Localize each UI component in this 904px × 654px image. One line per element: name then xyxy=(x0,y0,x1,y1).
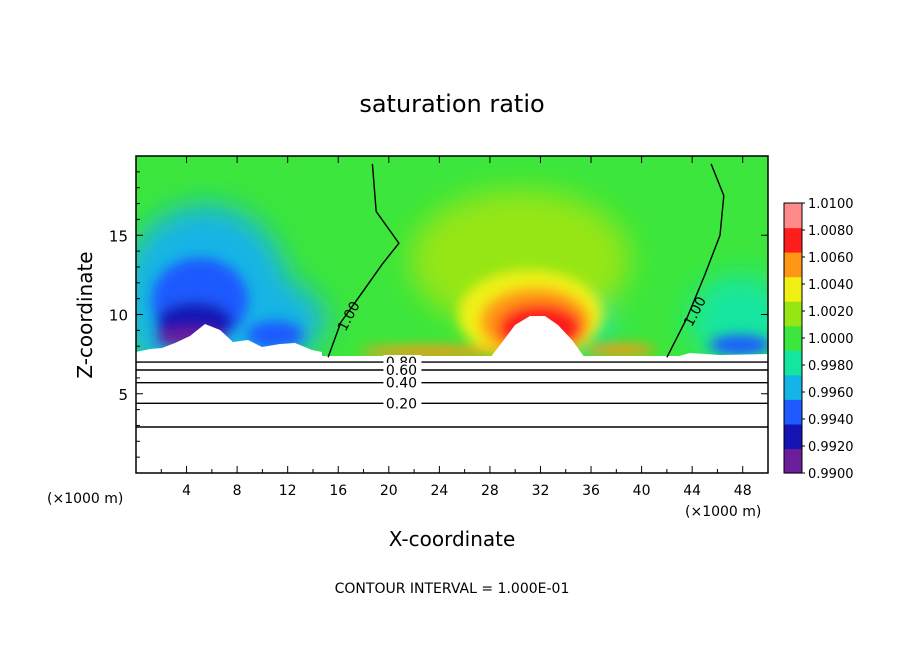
x-tick-label: 20 xyxy=(380,483,398,499)
contour-line xyxy=(327,163,400,358)
contour-lines: 1.001.000.800.600.400.20 xyxy=(136,163,768,428)
x-tick-label: 28 xyxy=(481,483,499,499)
y-axis-label: Z-coordinate xyxy=(73,251,97,378)
x-tick-label: 36 xyxy=(582,483,600,499)
colorbar-label: 0.9980 xyxy=(808,359,854,374)
colorbar-label: 0.9920 xyxy=(808,440,854,455)
contour-label-bg xyxy=(383,362,422,377)
colorbar-label: 1.0100 xyxy=(808,197,854,212)
field-blob xyxy=(710,335,768,355)
field-blob xyxy=(247,321,303,349)
contour-interval-note: CONTOUR INTERVAL = 1.000E-01 xyxy=(335,581,570,597)
terrain-gap xyxy=(490,316,585,358)
terrain-gap xyxy=(136,324,322,358)
colorbar-band xyxy=(784,252,802,278)
y-axis: 5 10 15 xyxy=(109,171,768,458)
colorbar-band xyxy=(784,203,802,229)
colorbar-band xyxy=(784,374,802,400)
chart-title: saturation ratio xyxy=(359,90,544,118)
colorbar-label: 1.0060 xyxy=(808,251,854,266)
contour-label-bg xyxy=(383,375,422,390)
x-axis-unit-right: (×1000 m) xyxy=(685,504,761,520)
colorbar-label: 0.9960 xyxy=(808,386,854,401)
contour-label-bg xyxy=(383,396,422,411)
x-tick-label: 40 xyxy=(633,483,651,499)
x-tick-label: 4 xyxy=(182,483,191,499)
x-tick-label: 24 xyxy=(430,483,448,499)
x-tick-label: 12 xyxy=(279,483,297,499)
terrain-gap xyxy=(136,356,768,360)
y-tick-label: 15 xyxy=(109,227,128,245)
colorbar-band xyxy=(784,276,802,302)
x-axis: 4 8 12 16 20 24 28 32 36 40 44 48 xyxy=(160,156,752,499)
contour-line xyxy=(666,163,725,358)
y-tick-label: 5 xyxy=(118,386,128,404)
colorbar-label: 1.0040 xyxy=(808,278,854,293)
colorbar-band xyxy=(784,301,802,327)
x-tick-label: 44 xyxy=(683,483,701,499)
field-blob xyxy=(585,344,655,356)
colorbar-label: 1.0020 xyxy=(808,305,854,320)
x-tick-label: 48 xyxy=(734,483,752,499)
x-axis-label: X-coordinate xyxy=(389,527,516,551)
terrain-gap xyxy=(672,353,768,358)
field-blob xyxy=(360,346,500,358)
colorbar-label: 1.0080 xyxy=(808,224,854,239)
colorbar-label: 0.9940 xyxy=(808,413,854,428)
contour-label: 0.40 xyxy=(386,376,417,392)
x-axis-unit-left: (×1000 m) xyxy=(47,491,123,507)
contour-label: 0.20 xyxy=(386,396,417,412)
colorbar-label: 1.0000 xyxy=(808,332,854,347)
colorbar-band xyxy=(784,399,802,425)
plot-area: 1.001.000.800.600.400.20 xyxy=(136,156,768,473)
contour-label: 0.60 xyxy=(386,363,417,379)
colorbar-band xyxy=(784,448,802,474)
x-tick-label: 16 xyxy=(329,483,347,499)
colorbar-label: 0.9900 xyxy=(808,467,854,482)
x-tick-label: 8 xyxy=(233,483,242,499)
colorbar-band xyxy=(784,227,802,253)
colorbar: 0.9900 0.9920 0.9940 0.9960 0.9980 1.0000 1.00… xyxy=(783,197,854,482)
colorbar-band xyxy=(784,325,802,351)
colorbar-band xyxy=(784,350,802,376)
colorbar-band xyxy=(784,423,802,449)
x-tick-label: 32 xyxy=(532,483,550,499)
y-tick-label: 10 xyxy=(109,307,128,325)
